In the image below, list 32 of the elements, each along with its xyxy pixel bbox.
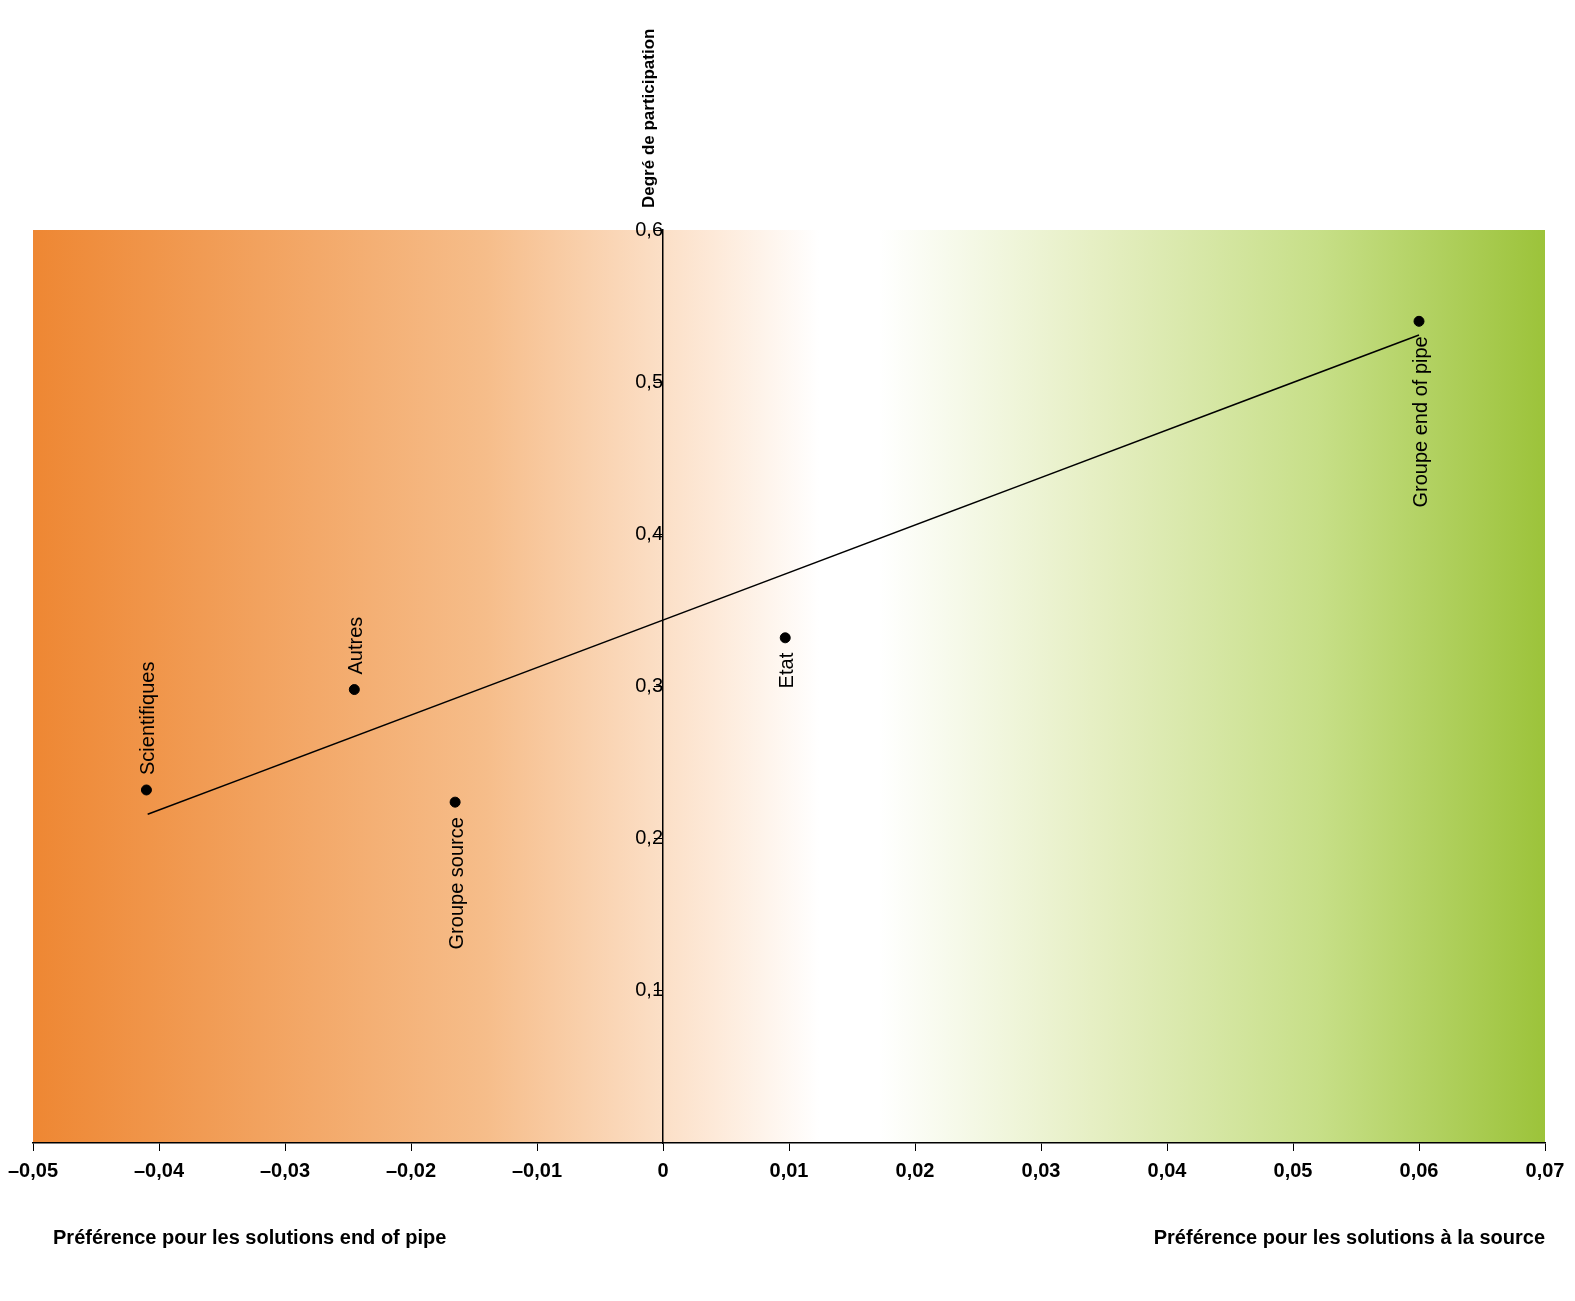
annotation: Groupe source <box>444 817 467 950</box>
annotation: Groupe end of pipe <box>1408 336 1431 508</box>
text: Préférence pour les solutions à la source <box>1153 1225 1545 1248</box>
x-tick-label: –0,02 <box>385 1158 437 1181</box>
annotation: Autres <box>343 616 366 675</box>
y-tick-label: 0,2 <box>635 826 664 849</box>
text: Préférence pour les solutions end of pipe <box>53 1225 447 1248</box>
x-tick-label: –0,04 <box>133 1158 185 1181</box>
x-tick-label: –0,01 <box>511 1158 563 1181</box>
y-tick-label: 0,4 <box>635 521 664 544</box>
x-tick-label: 0,02 <box>895 1158 935 1181</box>
x-tick-label: 0,06 <box>1399 1158 1439 1181</box>
point <box>140 784 152 796</box>
y-tick-label: 0,3 <box>635 674 664 697</box>
annotation: Etat <box>774 652 797 689</box>
y-tick-label: 0,5 <box>635 369 664 392</box>
x-tick-label: 0 <box>657 1158 669 1181</box>
y-tick-label: 0,6 <box>635 217 664 240</box>
x-tick-label: 0,04 <box>1147 1158 1188 1181</box>
x-tick-label: –0,05 <box>7 1158 59 1181</box>
point <box>348 684 360 696</box>
x-tick-label: 0,01 <box>769 1158 809 1181</box>
annotation: Scientifiques <box>135 661 158 775</box>
point <box>779 632 791 644</box>
x-tick-label: –0,03 <box>259 1158 311 1181</box>
point <box>449 796 461 808</box>
y-tick-label: 0,1 <box>635 978 664 1001</box>
x-tick-label: 0,03 <box>1021 1158 1061 1181</box>
y-axis-title: Degré de participation <box>638 28 658 208</box>
point <box>1413 315 1425 327</box>
x-tick-label: 0,05 <box>1273 1158 1313 1181</box>
x-tick-label: 0,07 <box>1525 1158 1565 1181</box>
